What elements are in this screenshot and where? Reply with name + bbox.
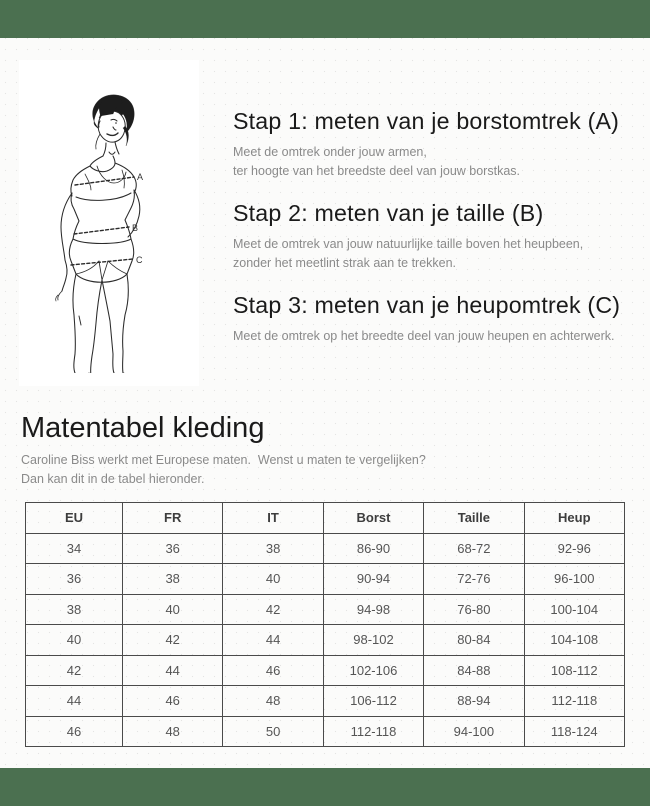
- svg-text:A: A: [137, 172, 143, 182]
- svg-text:B: B: [132, 223, 138, 233]
- svg-text:C: C: [136, 255, 143, 265]
